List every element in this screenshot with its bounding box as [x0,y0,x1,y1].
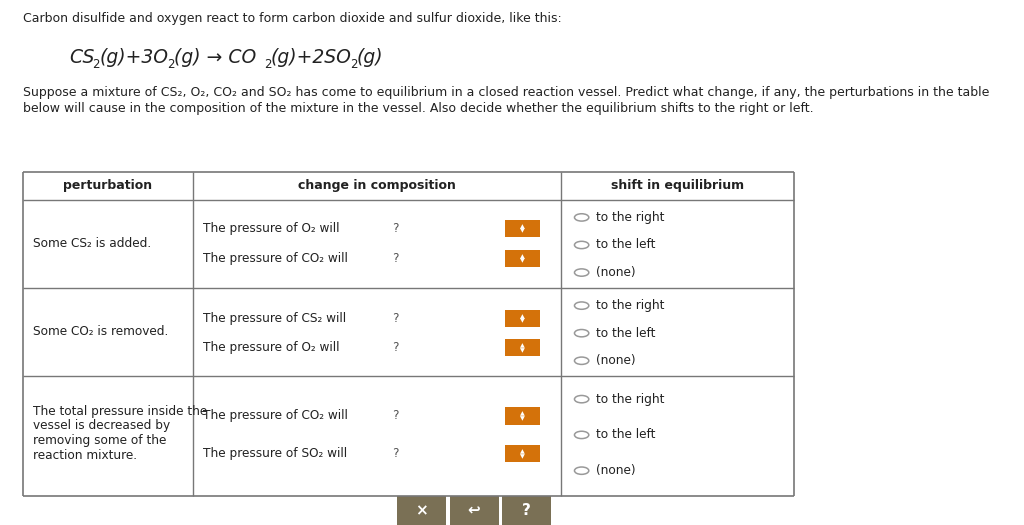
Text: Suppose a mixture of CS₂, O₂, CO₂ and SO₂ has come to equilibrium in a closed re: Suppose a mixture of CS₂, O₂, CO₂ and SO… [23,86,989,99]
FancyBboxPatch shape [505,220,540,237]
Text: ?: ? [392,222,398,235]
Text: Some CS₂ is added.: Some CS₂ is added. [33,237,151,250]
Text: to the left: to the left [596,428,655,442]
Text: to the left: to the left [596,327,655,340]
Text: removing some of the: removing some of the [33,434,166,447]
Text: (g) → CO: (g) → CO [174,48,256,67]
FancyBboxPatch shape [505,310,540,327]
Text: ▲: ▲ [520,254,524,259]
Text: Carbon disulfide and oxygen react to form carbon dioxide and sulfur dioxide, lik: Carbon disulfide and oxygen react to for… [23,12,561,25]
Text: ▲: ▲ [520,449,524,455]
Text: change in composition: change in composition [298,180,456,192]
Text: ↩: ↩ [468,503,480,518]
Text: 2: 2 [264,58,271,71]
Text: (g): (g) [356,48,383,67]
Text: The pressure of SO₂ will: The pressure of SO₂ will [203,447,347,460]
Text: to the right: to the right [596,211,665,224]
FancyBboxPatch shape [505,445,540,463]
Text: ▼: ▼ [520,259,524,264]
FancyBboxPatch shape [505,407,540,425]
Text: (none): (none) [596,464,636,477]
Text: shift in equilibrium: shift in equilibrium [610,180,744,192]
Text: Some CO₂ is removed.: Some CO₂ is removed. [33,326,168,338]
Text: The pressure of O₂ will: The pressure of O₂ will [203,341,339,354]
Text: ▼: ▼ [520,454,524,459]
Text: ×: × [416,503,428,518]
Text: The pressure of CO₂ will: The pressure of CO₂ will [203,252,347,265]
Text: (none): (none) [596,354,636,367]
Text: ▼: ▼ [520,229,524,234]
FancyBboxPatch shape [505,250,540,267]
FancyBboxPatch shape [397,496,446,525]
Text: ?: ? [392,447,398,460]
Text: ▲: ▲ [520,224,524,229]
Text: to the right: to the right [596,299,665,312]
Text: 2: 2 [349,58,357,71]
Text: 2: 2 [92,58,99,71]
Text: reaction mixture.: reaction mixture. [33,449,137,461]
FancyBboxPatch shape [502,496,551,525]
Text: (g)+2SO: (g)+2SO [271,48,352,67]
Text: ▲: ▲ [520,412,524,417]
FancyBboxPatch shape [505,339,540,356]
Text: ?: ? [392,312,398,325]
Text: ▼: ▼ [520,319,524,324]
Text: below will cause in the composition of the mixture in the vessel. Also decide wh: below will cause in the composition of t… [23,102,813,115]
Text: vessel is decreased by: vessel is decreased by [33,419,170,432]
Text: ▲: ▲ [520,314,524,319]
FancyBboxPatch shape [450,496,499,525]
Text: (g)+3O: (g)+3O [99,48,168,67]
Text: The pressure of CO₂ will: The pressure of CO₂ will [203,410,347,423]
Text: perturbation: perturbation [62,180,153,192]
Text: ▼: ▼ [520,348,524,353]
Text: 2: 2 [167,58,174,71]
Text: to the right: to the right [596,393,665,406]
Text: CS: CS [70,48,95,67]
Text: ?: ? [392,252,398,265]
Text: The pressure of CS₂ will: The pressure of CS₂ will [203,312,346,325]
Text: ▲: ▲ [520,343,524,349]
Text: ?: ? [392,341,398,354]
Text: to the left: to the left [596,238,655,251]
Text: ?: ? [522,503,530,518]
Text: ▼: ▼ [520,416,524,421]
Text: ?: ? [392,410,398,423]
Text: The pressure of O₂ will: The pressure of O₂ will [203,222,339,235]
Text: (none): (none) [596,266,636,279]
Text: The total pressure inside the: The total pressure inside the [33,405,207,417]
